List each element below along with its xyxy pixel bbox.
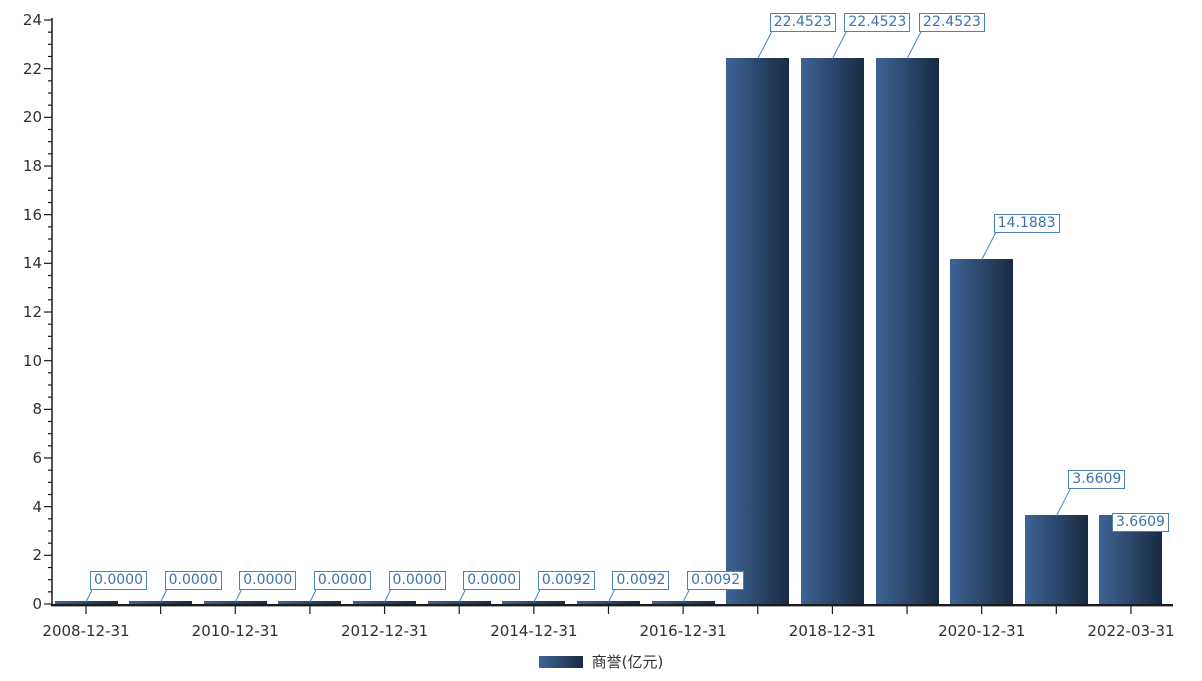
bar-9[interactable] [726, 58, 790, 604]
y-axis-tick-label: 2 [32, 546, 42, 565]
x-axis-tick-label: 2018-12-31 [788, 622, 876, 640]
value-callout-12: 14.1883 [993, 213, 1060, 233]
bar-10[interactable] [800, 58, 864, 604]
value-callout-13: 3.6609 [1068, 469, 1126, 489]
y-axis-tick-label: 18 [22, 157, 42, 175]
bar-3[interactable] [278, 601, 342, 604]
value-callout-11: 22.4523 [919, 12, 985, 32]
y-axis-tick-label: 8 [32, 400, 42, 419]
bar-13[interactable] [1024, 515, 1088, 604]
y-axis-tick-label: 10 [22, 351, 42, 370]
y-axis-tick-label: 6 [32, 449, 42, 467]
bar-11[interactable] [875, 58, 939, 604]
x-axis-tick-label: 2016-12-31 [639, 622, 727, 640]
bar-5[interactable] [427, 601, 491, 604]
bar-4[interactable] [353, 601, 417, 604]
x-axis-tick-label: 2012-12-31 [340, 622, 429, 640]
y-axis-tick-label: 14 [22, 254, 42, 273]
value-callout-4: 0.0000 [388, 571, 446, 590]
y-axis-tick-label: 24 [22, 11, 42, 29]
x-axis-tick-label: 2010-12-31 [191, 622, 279, 640]
legend-item-goodwill[interactable]: 商誉(亿元) [0, 651, 1202, 672]
value-callout-1: 0.0000 [164, 571, 222, 590]
x-axis-tick-label: 2022-03-31 [1087, 622, 1175, 640]
legend-label: 商誉(亿元) [591, 653, 664, 671]
x-axis-tick-label: 2008-12-31 [42, 622, 130, 640]
y-axis-tick-label: 20 [22, 108, 42, 127]
value-callout-6: 0.0092 [537, 571, 595, 590]
value-callout-7: 0.0092 [612, 571, 670, 590]
value-callout-14: 3.6609 [1111, 513, 1169, 532]
value-callout-9: 22.4523 [769, 12, 836, 32]
bar-1[interactable] [129, 601, 193, 604]
x-axis-tick-label: 2014-12-31 [490, 622, 578, 640]
value-callout-2: 0.0000 [239, 571, 297, 590]
value-callout-0: 0.0000 [90, 571, 147, 590]
legend-swatch [538, 655, 583, 668]
value-callout-10: 22.4523 [844, 12, 911, 32]
bar-0[interactable] [54, 601, 118, 604]
value-callout-5: 0.0000 [463, 571, 521, 590]
y-axis-tick-label: 22 [22, 59, 42, 78]
bar-2[interactable] [203, 601, 267, 604]
y-axis-tick-label: 12 [22, 303, 42, 321]
y-axis-tick-label: 0 [32, 595, 42, 613]
value-callout-8: 0.0092 [687, 571, 745, 590]
bar-8[interactable] [651, 601, 715, 604]
bar-12[interactable] [950, 259, 1014, 604]
y-axis-tick-label: 16 [22, 205, 42, 224]
y-axis-tick-label: 4 [32, 497, 42, 516]
bar-7[interactable] [576, 601, 640, 604]
value-callout-3: 0.0000 [313, 571, 371, 590]
x-axis-tick-label: 2020-12-31 [938, 622, 1026, 640]
bar-6[interactable] [502, 601, 566, 604]
